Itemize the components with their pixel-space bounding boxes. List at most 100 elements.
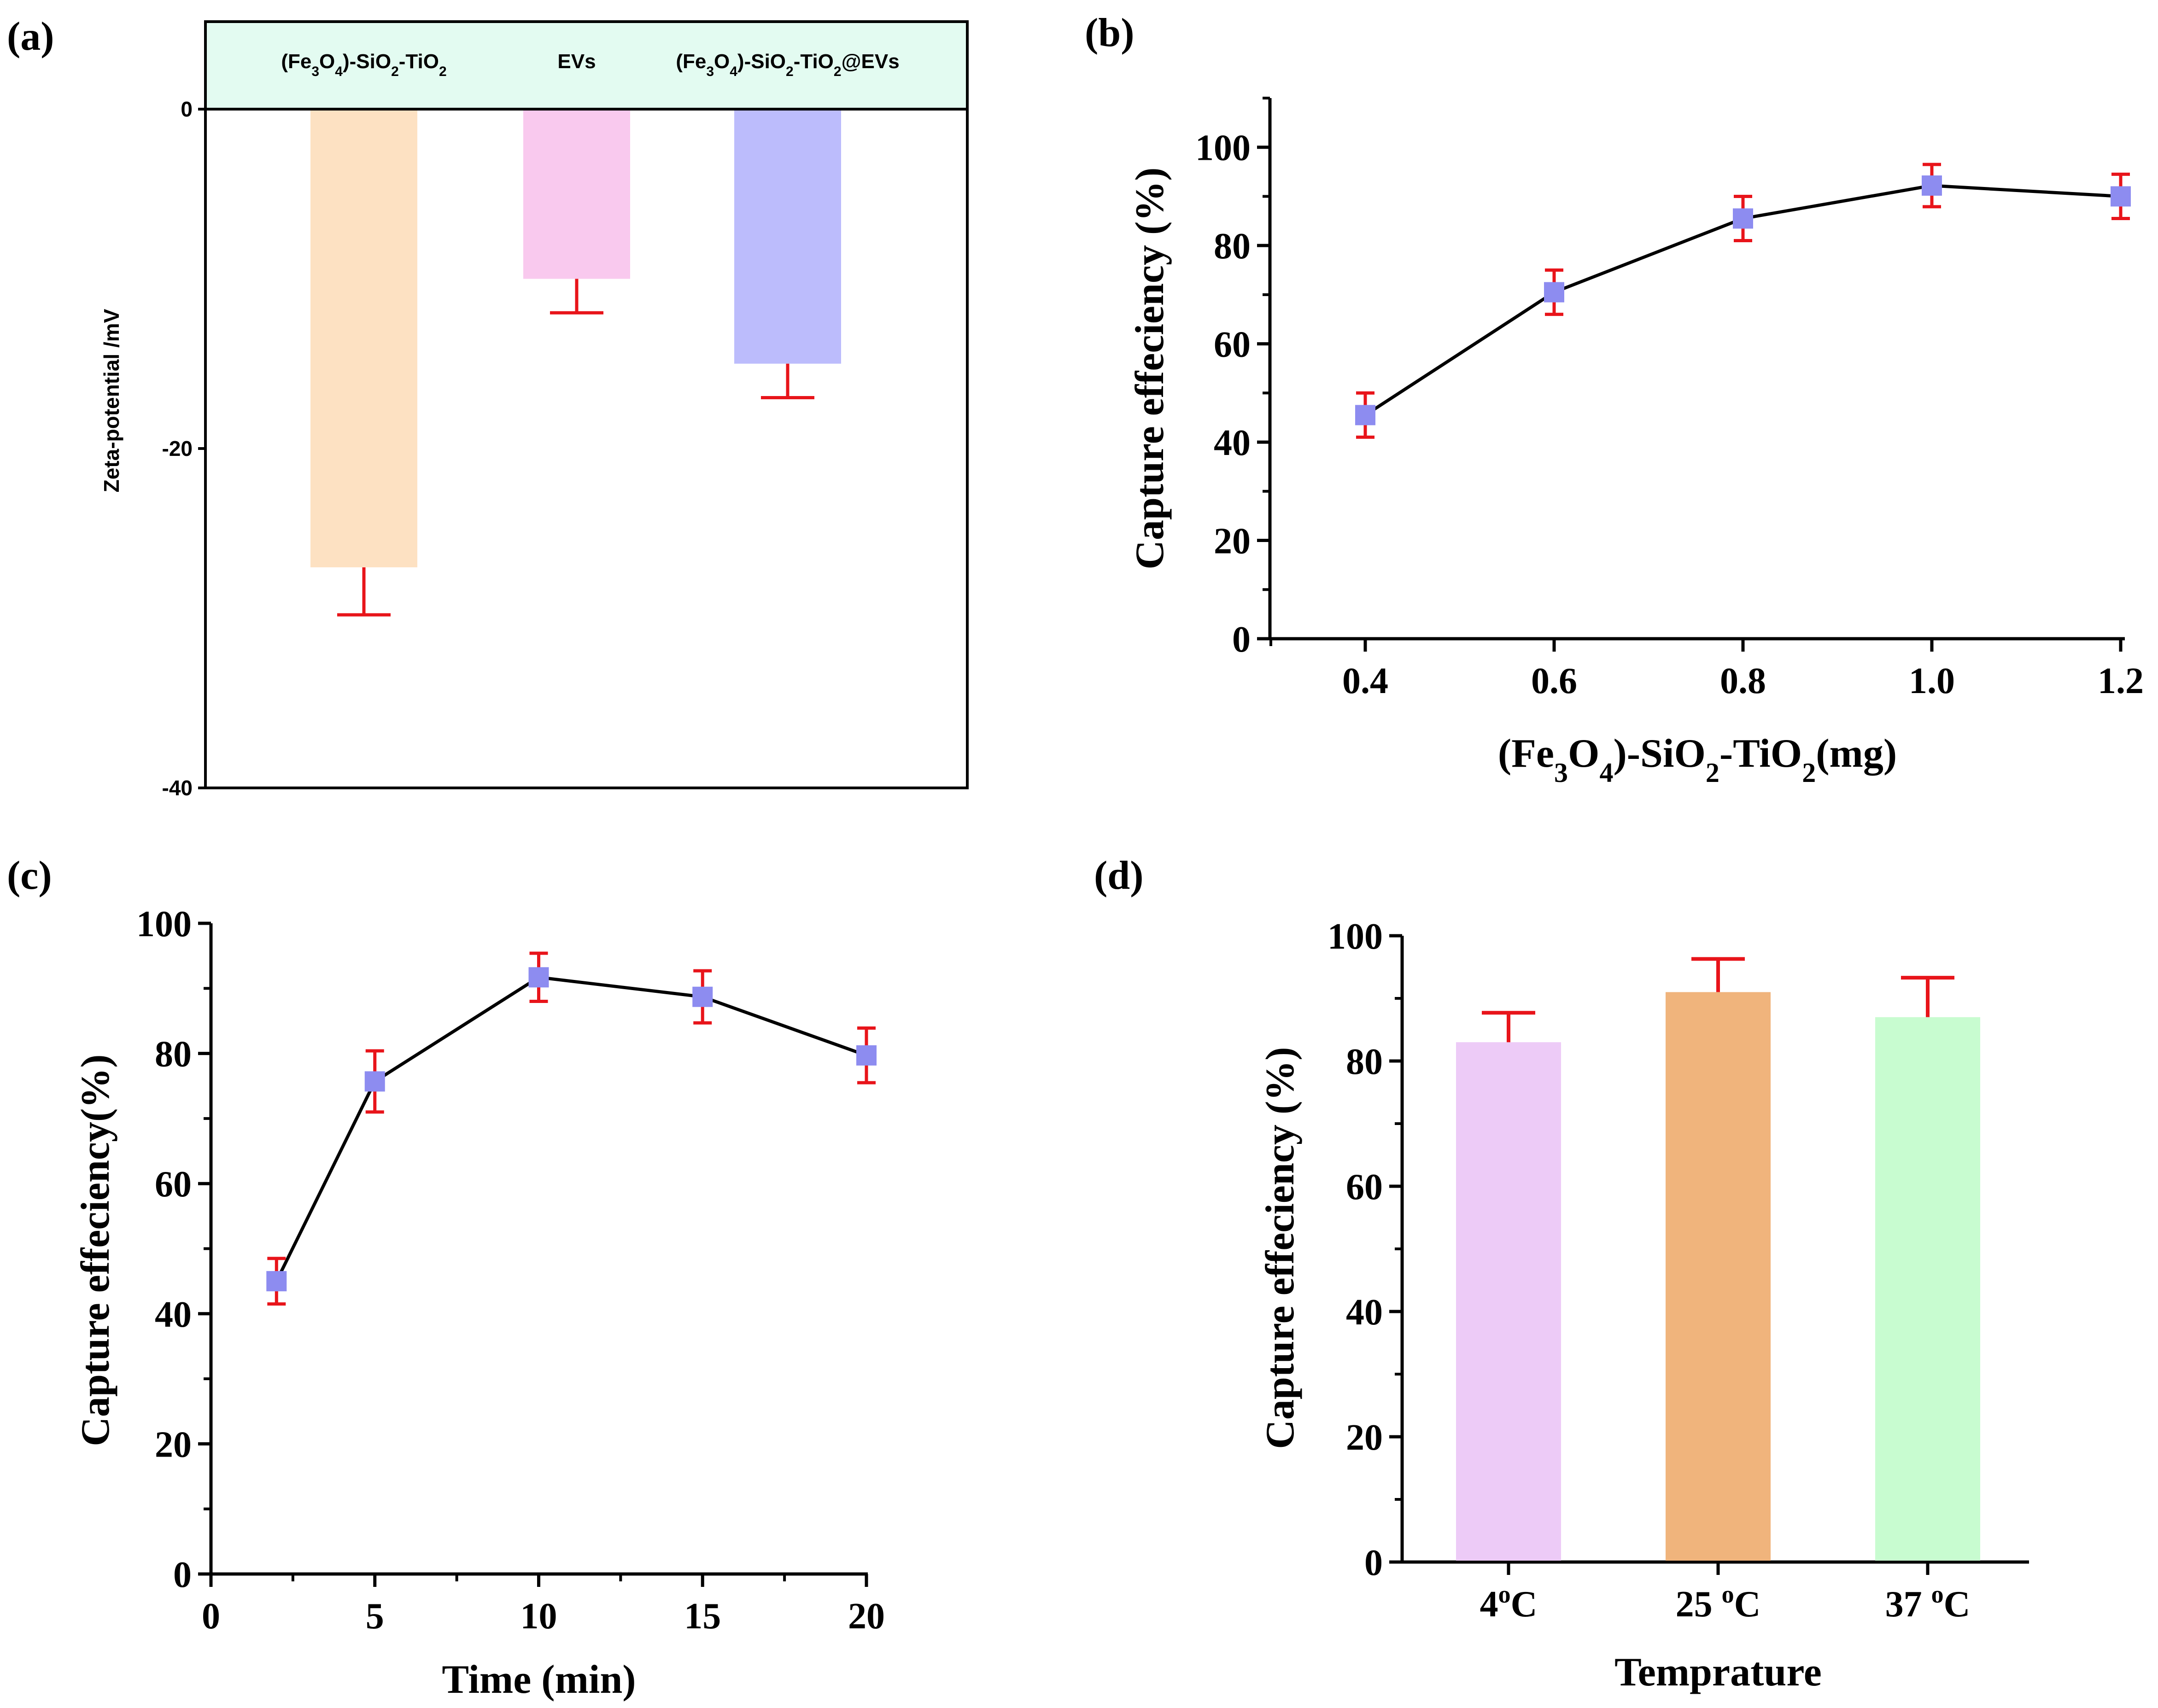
category-labels-d: 4oC 25 oC 37 oC: [1480, 1580, 1971, 1625]
label-part: O: [319, 50, 335, 73]
data-point: [1922, 175, 1942, 196]
error-bar-d: [1691, 957, 1745, 992]
label-part: 3: [311, 64, 319, 79]
x-tick-label: 5: [366, 1596, 384, 1637]
category-header-band: [205, 22, 967, 109]
y-tick-label-a: 0: [181, 97, 193, 121]
y-tick-label: 100: [1195, 128, 1251, 169]
category-label-a: (Fe3O4)-SiO2-TiO2@EVs: [676, 50, 899, 79]
y-tick-label-d: 60: [1346, 1167, 1383, 1207]
data-point: [266, 1271, 287, 1292]
label-part: 2: [1706, 758, 1719, 788]
series-b: [1355, 163, 2131, 439]
x-axis-label-c: Time (min): [442, 1657, 636, 1702]
label-part: o: [1498, 1580, 1511, 1608]
data-point: [2111, 186, 2131, 207]
category-label-a: EVs: [557, 50, 596, 73]
label-part: 4: [1480, 1584, 1498, 1625]
y-tick-label-d: 20: [1346, 1417, 1383, 1458]
label-part: C: [1944, 1584, 1971, 1625]
label-part: -TiO: [1719, 731, 1802, 776]
y-tick-label: 20: [1214, 521, 1251, 562]
label-part: 2: [439, 64, 447, 79]
y-axis-label-a: Zeta-potential /mV: [99, 309, 123, 492]
y-tick-label-a: -40: [162, 776, 193, 800]
label-part: o: [1722, 1580, 1734, 1608]
bars-d: [1456, 957, 1980, 1561]
y-tick-label: 40: [1214, 423, 1251, 463]
x-tick-label: 0.4: [1342, 661, 1388, 701]
data-point: [528, 967, 549, 988]
bar-a: [734, 111, 841, 364]
label-part: 2: [834, 64, 842, 79]
label-part: EVs: [557, 50, 596, 73]
panel-c: (c) 0 20 40 60 80 100 0 5 10 15 20 Time (min) Capt…: [7, 853, 885, 1702]
ticks-c: 0 20 40 60 80 100 0 5 10 15 20: [136, 904, 885, 1637]
bar-d: [1666, 992, 1771, 1561]
label-part: )-SiO: [737, 50, 786, 73]
label-part: C: [1734, 1584, 1761, 1625]
y-tick-label: 40: [155, 1294, 192, 1335]
label-part: 2: [1802, 758, 1816, 788]
label-part: 3: [706, 64, 714, 79]
y-tick-label: 100: [136, 904, 192, 944]
y-tick-label: 80: [1214, 226, 1251, 267]
label-part: O: [1568, 731, 1599, 776]
x-axis-label-d: Temprature: [1614, 1650, 1822, 1695]
label-part: )-SiO: [343, 50, 391, 73]
panel-label-d: (d): [1094, 853, 1144, 898]
data-point: [856, 1045, 877, 1066]
label-part: (Fe: [281, 50, 311, 73]
ticks-b: 0 20 40 60 80 100 0.4 0.6 0.8 1.0 1.2: [1195, 97, 2144, 701]
x-tick-label: 0: [202, 1596, 220, 1637]
y-tick-label: 80: [155, 1034, 192, 1075]
label-part: O: [714, 50, 730, 73]
y-tick-label-d: 0: [1364, 1543, 1383, 1583]
label-part: 37: [1885, 1584, 1931, 1625]
bar-d: [1875, 1017, 1980, 1561]
x-tick-label: 10: [520, 1596, 557, 1637]
label-part: (Fe: [1498, 731, 1554, 776]
y-tick-label: 0: [173, 1555, 192, 1595]
label-part: -TiO: [399, 50, 439, 73]
y-axis-label-c: Capture effeciency(%): [73, 1054, 118, 1446]
y-axis-label-b: Capture effeciency (%): [1128, 167, 1172, 569]
label-part: @EVs: [842, 50, 900, 73]
category-label-d: 25 oC: [1676, 1580, 1761, 1625]
label-part: 2: [391, 64, 399, 79]
bars-a: [310, 111, 841, 617]
x-tick-label: 20: [848, 1596, 885, 1637]
label-part: (mg): [1816, 731, 1897, 776]
data-point: [1544, 282, 1564, 303]
label-part: (Fe: [676, 50, 706, 73]
x-axis-label-b: (Fe3O4)-SiO2-TiO2(mg): [1498, 731, 1897, 788]
data-point: [1733, 208, 1753, 229]
category-label-d: 37 oC: [1885, 1580, 1971, 1625]
data-point: [1355, 405, 1375, 426]
y-tick-label-d: 40: [1346, 1292, 1383, 1333]
x-tick-label: 0.6: [1531, 661, 1577, 701]
y-tick-label-d: 100: [1328, 916, 1383, 957]
category-label-a: (Fe3O4)-SiO2-TiO2: [281, 50, 446, 79]
bar-a: [310, 111, 417, 567]
label-part: 2: [786, 64, 794, 79]
series-line: [275, 975, 867, 1282]
panel-b: (b) 0 20 40 60 80 100 0.4 0.6 0.8 1.0 1.2 (Fe3O4)-…: [1085, 11, 2144, 788]
series-c: [266, 951, 877, 1306]
y-tick-label: 20: [155, 1424, 192, 1465]
y-tick-label: 60: [1214, 325, 1251, 365]
y-tick-label: 0: [1232, 619, 1251, 660]
label-part: 3: [1554, 758, 1568, 788]
y-tick-label-a: -20: [162, 437, 193, 461]
x-tick-label: 1.2: [2098, 661, 2144, 701]
ticks-d: 0 20 40 60 80 100: [1328, 916, 1930, 1583]
data-point: [692, 986, 713, 1007]
error-bar-a: [550, 279, 603, 315]
panel-label-c: (c): [7, 853, 52, 898]
panel-a: (a) 0-20-40 (Fe3O4)-SiO2-TiO2 EVs (Fe3O4)-…: [7, 14, 969, 800]
category-labels-a: (Fe3O4)-SiO2-TiO2 EVs (Fe3O4)-SiO2-TiO2@EV…: [281, 50, 899, 79]
bar-a: [523, 111, 630, 279]
label-part: 4: [730, 64, 737, 79]
